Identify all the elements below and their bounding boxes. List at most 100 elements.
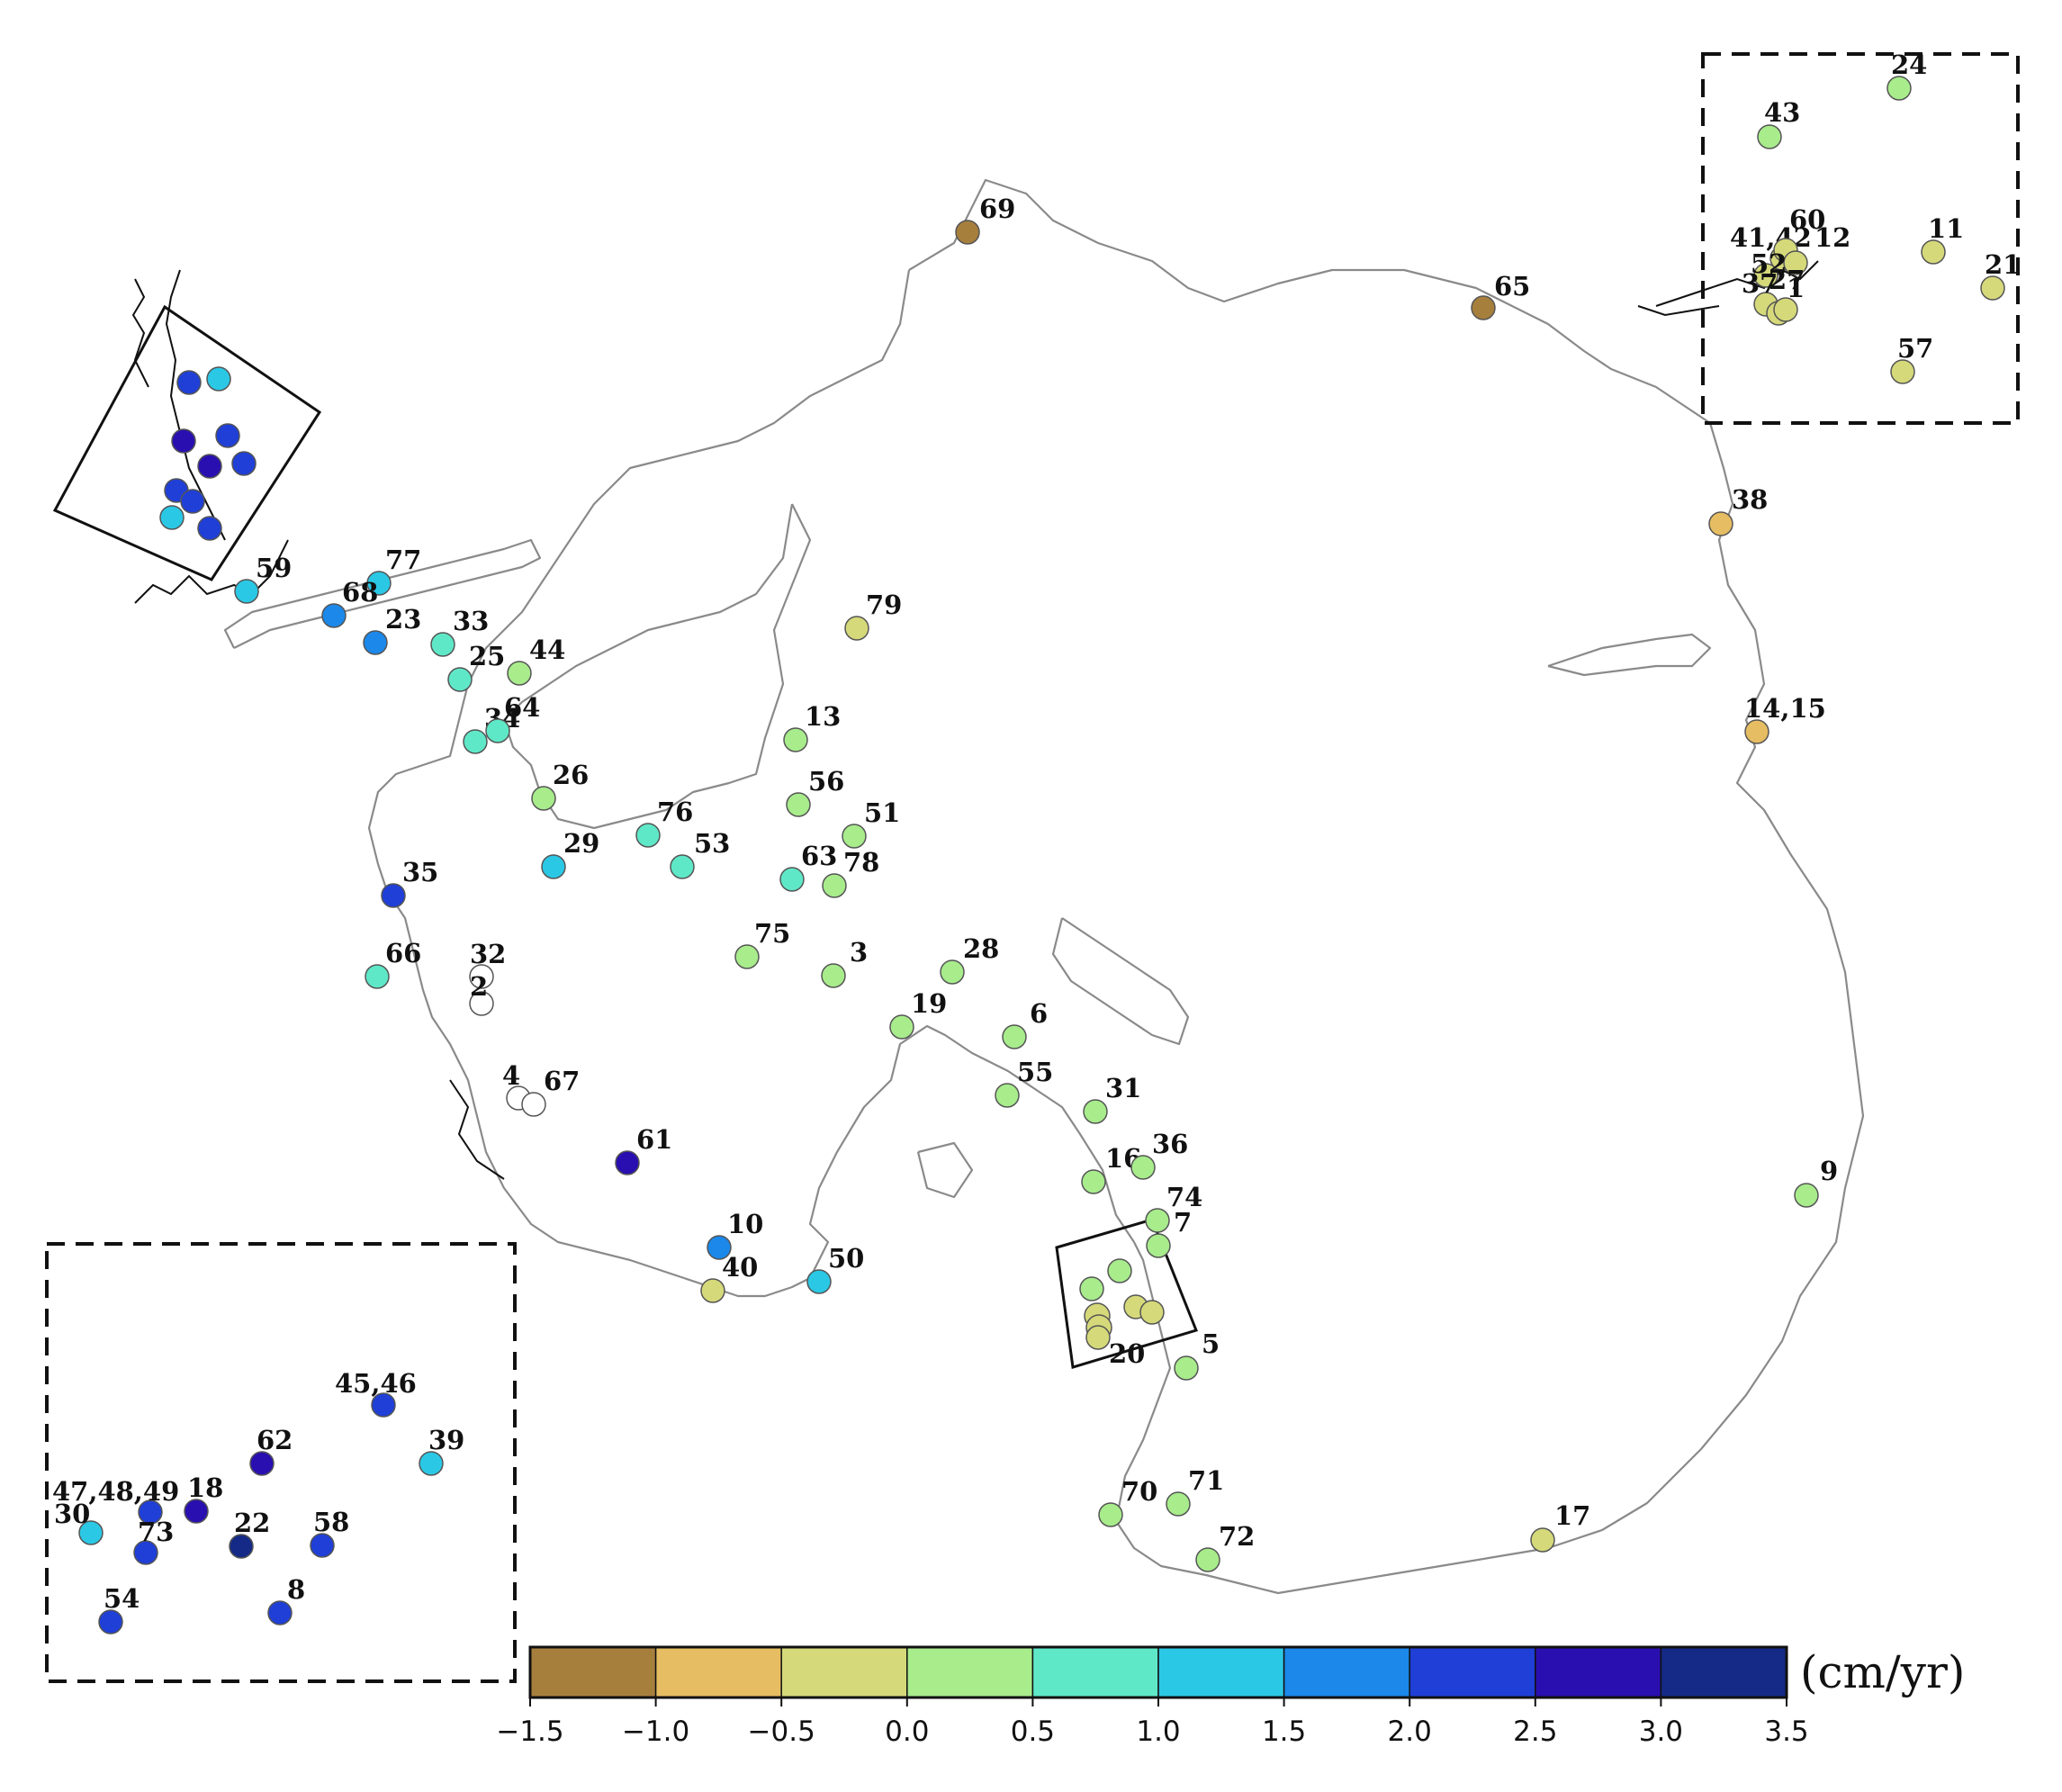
site-label-74: 74 xyxy=(1166,1182,1202,1212)
site-marker-70 xyxy=(1098,1502,1123,1527)
site-marker-25 xyxy=(447,667,473,692)
site-label-23: 23 xyxy=(385,604,421,635)
site-label-72: 72 xyxy=(1219,1521,1255,1552)
site-label-56: 56 xyxy=(808,766,844,797)
colorbar-bin xyxy=(1535,1646,1662,1698)
site-marker-66 xyxy=(365,964,390,989)
site-marker-5 xyxy=(1174,1355,1199,1381)
colorbar-tick-label: 2.0 xyxy=(1388,1715,1432,1748)
site-marker-56 xyxy=(786,792,811,817)
site-label-59: 59 xyxy=(256,553,292,583)
colorbar-tick-label: 1.0 xyxy=(1136,1715,1180,1748)
colorbar-bin xyxy=(780,1646,908,1698)
site-marker-54 xyxy=(98,1609,123,1634)
site-label-18: 18 xyxy=(187,1472,223,1503)
site-marker-69 xyxy=(955,220,980,245)
site-label-12: 12 xyxy=(1814,222,1850,253)
site-marker-68 xyxy=(321,603,347,628)
colorbar-tick-label: 0.0 xyxy=(885,1715,929,1748)
colorbar-tick-label: −1.5 xyxy=(496,1715,563,1748)
site-marker-44 xyxy=(507,661,532,686)
site-marker-38 xyxy=(1708,511,1733,536)
site-label-66: 66 xyxy=(385,938,421,968)
site-label-9: 9 xyxy=(1820,1156,1838,1186)
site-marker-47-48-49 xyxy=(138,1499,163,1525)
site-label-50: 50 xyxy=(828,1243,864,1274)
site-label-68: 68 xyxy=(342,577,378,608)
unlabeled-markers xyxy=(159,366,1165,1341)
site-marker-62 xyxy=(249,1451,275,1476)
site-marker-58 xyxy=(310,1533,335,1558)
site-marker-75 xyxy=(734,944,760,969)
site-label-31: 31 xyxy=(1105,1073,1141,1103)
colorbar-bin xyxy=(1283,1646,1410,1698)
colorbar-tick-label: 1.5 xyxy=(1262,1715,1306,1748)
site-label-75: 75 xyxy=(754,918,790,949)
site-label-45-46: 45,46 xyxy=(335,1368,417,1399)
site-label-79: 79 xyxy=(866,590,902,620)
site-marker-53 xyxy=(670,854,695,879)
site-marker-34 xyxy=(463,729,488,754)
site-label-73: 73 xyxy=(138,1517,174,1547)
site-marker-76 xyxy=(635,823,661,848)
site-marker-3 xyxy=(821,963,846,988)
site-marker-14-15 xyxy=(1744,719,1769,744)
site-label-64: 64 xyxy=(504,692,540,723)
site-marker-64 xyxy=(485,718,510,743)
site-marker-29 xyxy=(541,854,566,879)
colorbar-unit: (cm/yr) xyxy=(1800,1646,1965,1698)
site-label-28: 28 xyxy=(963,933,999,964)
site-label-41-42: 41,42 xyxy=(1730,222,1812,253)
site-label-37: 37 xyxy=(1742,268,1778,299)
site-label-70: 70 xyxy=(1121,1476,1157,1507)
site-label-52: 52 xyxy=(1751,248,1787,279)
site-label-27: 27 xyxy=(1769,265,1805,295)
site-label-76: 76 xyxy=(657,797,693,827)
site-marker-59 xyxy=(234,579,259,604)
colorbar: −1.5 −1.0 −0.5 0.0 0.5 1.0 1.5 2.0 2.5 3.0 3.5 (cm… xyxy=(496,1645,1965,1748)
site-label-63: 63 xyxy=(801,841,837,871)
site-marker-18 xyxy=(184,1499,209,1524)
site-marker-72 xyxy=(1195,1547,1220,1572)
site-label-67: 67 xyxy=(544,1066,580,1096)
colorbar-bin xyxy=(529,1646,657,1698)
site-marker-21 xyxy=(1980,275,2005,301)
colorbar-bin xyxy=(1409,1646,1536,1698)
coastline xyxy=(223,178,1865,1595)
site-label-6: 6 xyxy=(1030,998,1048,1029)
insets xyxy=(45,52,2020,1683)
site-label-20: 20 xyxy=(1109,1338,1145,1369)
site-marker-2 xyxy=(469,991,494,1016)
site-label-24: 24 xyxy=(1891,50,1927,80)
site-label-62: 62 xyxy=(257,1425,293,1455)
site-label-65: 65 xyxy=(1494,271,1530,302)
site-marker-24 xyxy=(1886,76,1912,101)
site-marker-36 xyxy=(1130,1155,1156,1180)
site-marker-11 xyxy=(1921,239,1946,265)
site-marker-55 xyxy=(995,1083,1020,1108)
site-label-51: 51 xyxy=(864,797,900,828)
site-label-55: 55 xyxy=(1017,1057,1053,1087)
site-label-8: 8 xyxy=(287,1574,305,1605)
site-marker-50 xyxy=(806,1269,832,1294)
site-label-61: 61 xyxy=(636,1124,672,1155)
site-label-43: 43 xyxy=(1764,97,1800,128)
site-label-29: 29 xyxy=(563,828,599,859)
site-label-69: 69 xyxy=(979,194,1015,224)
site-marker-63 xyxy=(779,867,805,892)
site-label-44: 44 xyxy=(529,635,565,665)
site-label-17: 17 xyxy=(1554,1500,1590,1531)
colorbar-tick-label: −1.0 xyxy=(622,1715,689,1748)
site-label-54: 54 xyxy=(104,1583,140,1614)
site-label-13: 13 xyxy=(805,701,841,732)
site-label-3: 3 xyxy=(850,937,868,968)
site-marker-17 xyxy=(1530,1527,1555,1553)
site-marker-9 xyxy=(1794,1183,1819,1208)
site-marker-7 xyxy=(1146,1233,1171,1258)
site-marker-77 xyxy=(366,571,392,596)
site-marker-79 xyxy=(844,616,869,641)
site-label-25: 25 xyxy=(469,641,505,671)
site-label-2: 2 xyxy=(470,971,488,1002)
site-marker-23 xyxy=(363,630,388,655)
